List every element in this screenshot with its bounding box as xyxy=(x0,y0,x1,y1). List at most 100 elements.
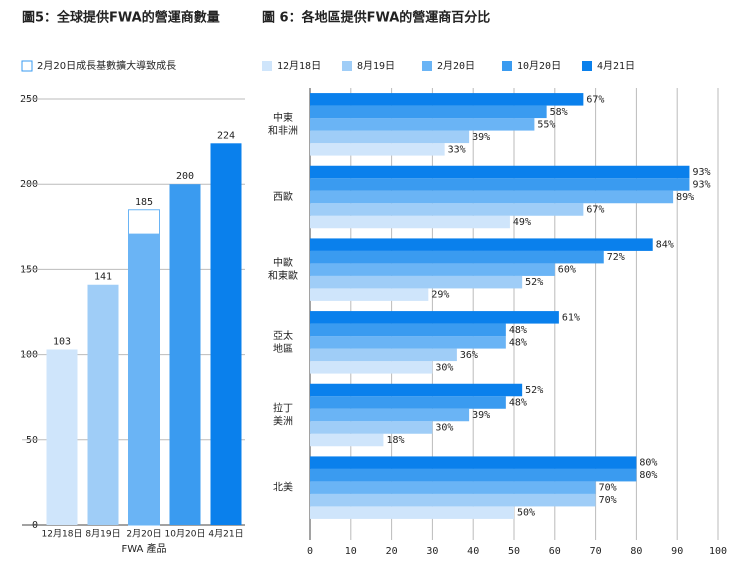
x-axis-label: FWA 產品 xyxy=(121,542,166,555)
legend-label: 2月20日成長基數擴大導致成長 xyxy=(37,59,176,72)
value-label: 61% xyxy=(562,312,580,323)
bar xyxy=(169,184,201,525)
value-label: 70% xyxy=(599,483,617,494)
legend-label: 12月18日 xyxy=(277,60,321,72)
value-label: 224 xyxy=(217,130,235,141)
value-label: 50% xyxy=(517,508,535,519)
bar xyxy=(310,481,596,494)
bar xyxy=(310,190,674,204)
value-label: 141 xyxy=(94,272,112,283)
bar xyxy=(310,433,384,447)
value-label: 48% xyxy=(509,325,527,336)
value-label: 80% xyxy=(639,470,657,481)
legend-swatch xyxy=(502,61,512,71)
value-label: 18% xyxy=(386,435,404,446)
value-label: 33% xyxy=(448,144,466,155)
bar xyxy=(310,396,506,409)
bar xyxy=(310,275,523,289)
bar xyxy=(310,311,559,324)
value-label: 72% xyxy=(607,252,625,263)
legend-swatch xyxy=(582,61,592,71)
y-tick-label: 和非洲 xyxy=(268,125,298,137)
legend-swatch xyxy=(21,60,33,72)
legend-label: 10月20日 xyxy=(517,60,561,72)
bar xyxy=(310,165,690,179)
bar xyxy=(310,323,506,337)
bar xyxy=(310,408,470,422)
bar xyxy=(310,506,514,519)
x-tick-label: 40 xyxy=(467,546,479,557)
y-tick-label: 亞太 xyxy=(273,329,293,342)
value-label: 39% xyxy=(472,410,490,421)
value-label: 52% xyxy=(525,385,543,396)
bar xyxy=(128,233,160,525)
value-label: 84% xyxy=(656,240,674,251)
value-label: 49% xyxy=(513,217,531,228)
legend-label: 4月21日 xyxy=(597,60,635,72)
y-tick-label: 美洲 xyxy=(273,415,293,428)
value-label: 29% xyxy=(431,290,449,301)
x-tick-label: 60 xyxy=(549,546,561,557)
legend-label: 2月20日 xyxy=(437,60,475,72)
x-tick-label: 80 xyxy=(630,546,642,557)
x-tick-label: 10 xyxy=(345,546,357,557)
y-tick-label: 拉丁 xyxy=(273,402,293,415)
x-tick-label: 50 xyxy=(508,546,520,557)
value-label: 58% xyxy=(550,107,568,118)
value-label: 200 xyxy=(176,171,194,182)
y-tick-label: 地區 xyxy=(273,342,293,355)
value-label: 93% xyxy=(692,167,710,178)
bar xyxy=(310,348,457,362)
value-label: 30% xyxy=(435,362,453,373)
value-label: 185 xyxy=(135,197,153,208)
bar xyxy=(310,105,547,119)
bar xyxy=(87,284,119,525)
bar xyxy=(310,93,584,106)
y-tick-label: 北美 xyxy=(273,481,293,494)
x-tick-label: 10月20日 xyxy=(165,529,206,540)
y-tick-label: 和東歐 xyxy=(268,269,298,282)
bar xyxy=(310,361,433,374)
x-tick-label: 12月18日 xyxy=(42,529,83,540)
value-label: 39% xyxy=(472,132,490,143)
value-label: 48% xyxy=(509,337,527,348)
value-label: 48% xyxy=(509,398,527,409)
x-tick-label: 4月21日 xyxy=(208,529,243,540)
bar xyxy=(310,493,596,507)
value-label: 30% xyxy=(435,423,453,434)
x-tick-label: 8月19日 xyxy=(85,529,120,540)
value-label: 55% xyxy=(537,119,555,130)
bar xyxy=(310,263,555,276)
value-label: 80% xyxy=(639,458,657,469)
chart-title: 圖 6：各地區提供FWA的營運商百分比 xyxy=(262,10,490,26)
value-label: 60% xyxy=(558,265,576,276)
x-tick-label: 0 xyxy=(307,546,313,557)
x-tick-label: 20 xyxy=(386,546,398,557)
bar xyxy=(310,336,506,349)
value-label: 67% xyxy=(586,94,604,105)
bar xyxy=(310,215,510,229)
bar xyxy=(310,288,429,301)
x-tick-label: 2月20日 xyxy=(126,529,161,540)
bar xyxy=(310,250,604,264)
value-label: 70% xyxy=(599,495,617,506)
legend-swatch xyxy=(422,61,432,71)
x-tick-label: 70 xyxy=(590,546,602,557)
value-label: 93% xyxy=(692,180,710,191)
bar xyxy=(310,130,470,144)
value-label: 103 xyxy=(53,336,71,347)
bar xyxy=(310,238,653,251)
bar xyxy=(310,118,535,131)
y-tick-label: 西歐 xyxy=(273,190,293,203)
bar xyxy=(310,468,637,482)
bar xyxy=(310,383,523,397)
bar xyxy=(210,143,242,525)
legend-label: 8月19日 xyxy=(357,60,395,72)
y-tick-label: 中歐 xyxy=(273,256,293,269)
bar xyxy=(310,178,690,191)
y-tick-label: 中東 xyxy=(273,111,293,124)
bar xyxy=(310,203,584,216)
legend-swatch xyxy=(262,61,272,71)
bar xyxy=(46,349,78,525)
